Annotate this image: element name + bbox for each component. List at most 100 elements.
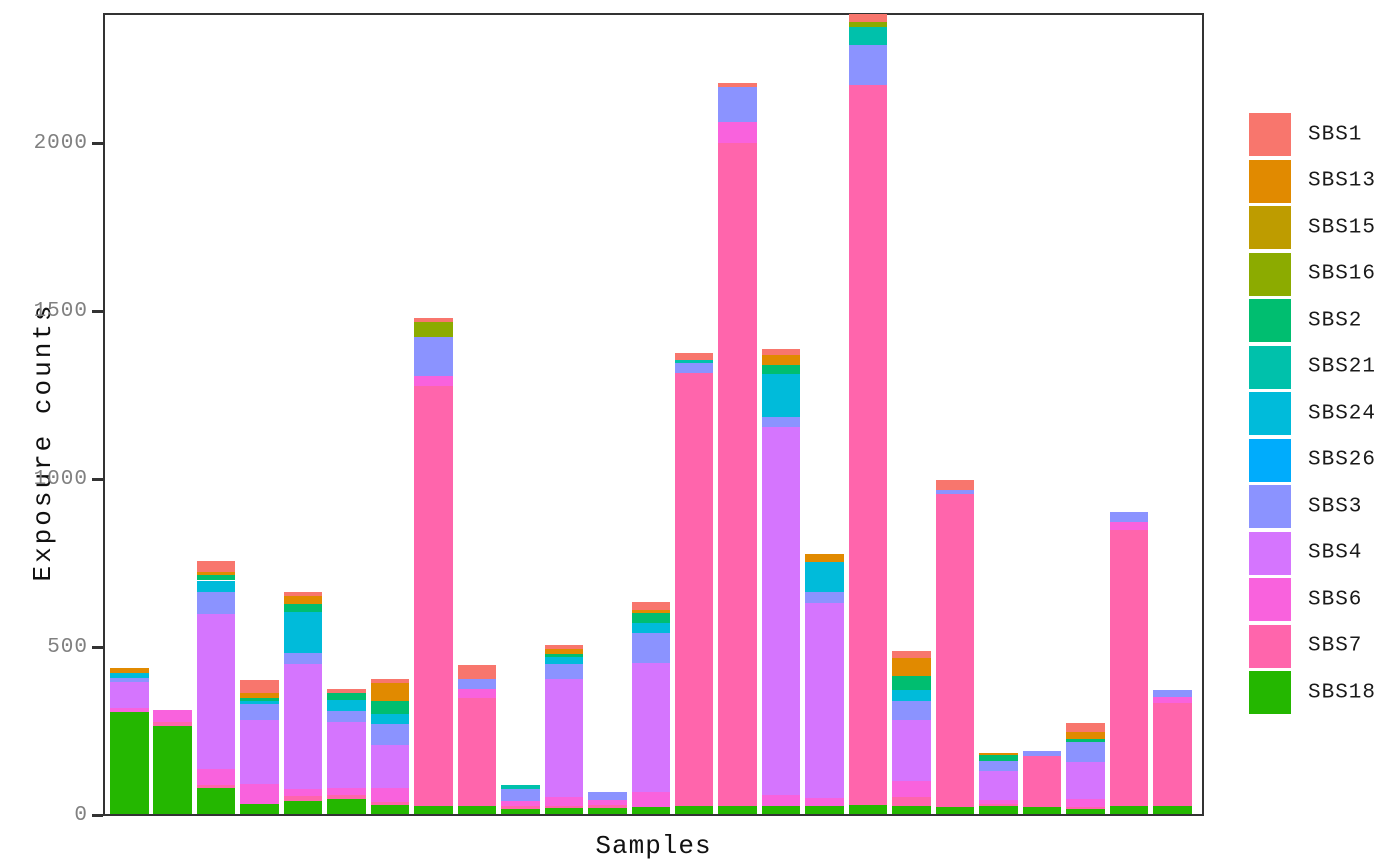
bar-segment-sbs3 <box>761 416 801 428</box>
bar-segment-sbs18 <box>935 806 975 814</box>
bar-segment-sbs7 <box>1109 530 1149 807</box>
bar-segment-sbs13 <box>979 752 1018 755</box>
bar-segment-sbs1 <box>892 650 931 659</box>
bar-segment-sbs24 <box>761 373 801 417</box>
bar-segment-sbs13 <box>240 693 279 699</box>
bar-segment-sbs4 <box>544 678 584 797</box>
legend-label: SBS24 <box>1308 402 1377 425</box>
legend-swatch-sbs7 <box>1249 624 1291 668</box>
legend-label: SBS4 <box>1308 541 1363 565</box>
legend-label: SBS21 <box>1308 355 1377 379</box>
legend-swatch-sbs6 <box>1249 578 1291 621</box>
bar-segment-sbs1 <box>848 14 888 23</box>
y-axis-tick-label: 2000 <box>33 131 88 155</box>
stacked-bar <box>674 353 714 814</box>
bar-segment-sbs2 <box>327 693 366 700</box>
bar-segment-sbs6 <box>544 796 584 806</box>
stacked-bar <box>196 561 236 814</box>
bar-segment-sbs3 <box>544 663 584 679</box>
bar-segment-sbs3 <box>892 701 931 720</box>
bar-segment-sbs18 <box>848 804 888 814</box>
bar-segment-sbs18 <box>327 798 366 814</box>
legend-swatch-sbs18 <box>1249 671 1291 714</box>
bar-segment-sbs18 <box>544 808 584 814</box>
legend-label: SBS7 <box>1308 634 1363 658</box>
bar-segment-sbs1 <box>240 679 279 694</box>
stacked-bar <box>457 665 497 814</box>
bar-segment-sbs7 <box>935 494 975 807</box>
bar-segment-sbs2 <box>892 675 931 691</box>
bar-segment-sbs1 <box>1066 722 1105 733</box>
bar-segment-sbs18 <box>1022 807 1062 814</box>
bar-segment-sbs4 <box>327 722 366 788</box>
legend-label: SBS6 <box>1308 588 1363 611</box>
legend-label: SBS18 <box>1308 681 1377 704</box>
bar-segment-sbs1 <box>718 82 757 87</box>
stacked-bar <box>761 348 801 814</box>
stacked-bar <box>414 318 453 814</box>
bar-segment-sbs7 <box>718 143 757 806</box>
bar-segment-sbs13 <box>631 610 671 614</box>
legend-label: SBS2 <box>1308 309 1363 332</box>
bar-segment-sbs2 <box>370 701 410 715</box>
bar-segment-sbs6 <box>979 799 1018 804</box>
bar-segment-sbs13 <box>283 595 323 604</box>
bar-segment-sbs24 <box>240 701 279 705</box>
stacked-bar <box>1066 722 1105 814</box>
bar-segment-sbs7 <box>892 797 931 806</box>
bar-segment-sbs18 <box>805 805 844 814</box>
bar-segment-sbs7 <box>457 697 497 807</box>
bar-segment-sbs1 <box>761 348 801 356</box>
bar-segment-sbs6 <box>1066 798 1105 807</box>
bar-segment-sbs2 <box>544 653 584 658</box>
bar-segment-sbs6 <box>110 707 149 713</box>
y-axis-tick-label: 1000 <box>33 467 88 491</box>
bar-segment-sbs18 <box>414 805 453 814</box>
y-axis-tick-label: 1500 <box>33 299 88 323</box>
bar-segment-sbs3 <box>240 704 279 720</box>
bar-segment-sbs4 <box>631 663 671 792</box>
legend-label: SBS15 <box>1308 216 1377 239</box>
bar-segment-sbs13 <box>370 682 410 702</box>
bar-segment-sbs1 <box>544 644 584 649</box>
bar-segment-sbs1 <box>631 602 671 611</box>
y-axis-tick-mark <box>92 309 103 313</box>
bar-segment-sbs13 <box>110 667 149 673</box>
legend-swatch-sbs24 <box>1249 392 1291 435</box>
plot-panel <box>103 13 1204 816</box>
bar-segment-sbs24 <box>370 714 410 725</box>
legend-label: SBS1 <box>1308 123 1363 146</box>
bar-segment-sbs16 <box>848 22 888 27</box>
stacked-bar <box>544 644 584 814</box>
bar-segment-sbs7 <box>979 803 1018 807</box>
y-axis-tick-mark <box>92 813 103 817</box>
bar-segment-sbs6 <box>718 122 757 144</box>
y-axis-title: Exposure counts <box>28 302 58 582</box>
stacked-bar <box>1153 689 1192 814</box>
stacked-bar <box>979 752 1018 814</box>
stacked-bar <box>718 82 757 814</box>
bar-segment-sbs6 <box>588 799 627 805</box>
bar-segment-sbs3 <box>979 760 1018 771</box>
bar-segment-sbs18 <box>283 800 323 814</box>
bar-segment-sbs1 <box>457 665 497 679</box>
stacked-bar <box>588 792 627 814</box>
bar-segment-sbs2 <box>761 364 801 374</box>
bar-segment-sbs2 <box>196 575 236 581</box>
stacked-bar <box>327 689 366 814</box>
bar-segment-sbs7 <box>196 784 236 789</box>
bar-segment-sbs24 <box>196 580 236 592</box>
bar-segment-sbs3 <box>674 363 714 374</box>
stacked-bar <box>1109 511 1149 814</box>
bar-segment-sbs24 <box>283 612 323 654</box>
legend-swatch-sbs26 <box>1249 438 1291 482</box>
bar-segment-sbs7 <box>414 386 453 806</box>
bar-segment-sbs3 <box>805 591 844 604</box>
bar-segment-sbs6 <box>631 791 671 807</box>
y-axis-tick-mark <box>92 477 103 481</box>
bar-segment-sbs24 <box>110 672 149 679</box>
bar-segment-sbs7 <box>1066 806 1105 809</box>
bar-segment-sbs3 <box>457 678 497 690</box>
bar-segment-sbs2 <box>979 754 1018 761</box>
bar-segment-sbs21 <box>848 26 888 45</box>
